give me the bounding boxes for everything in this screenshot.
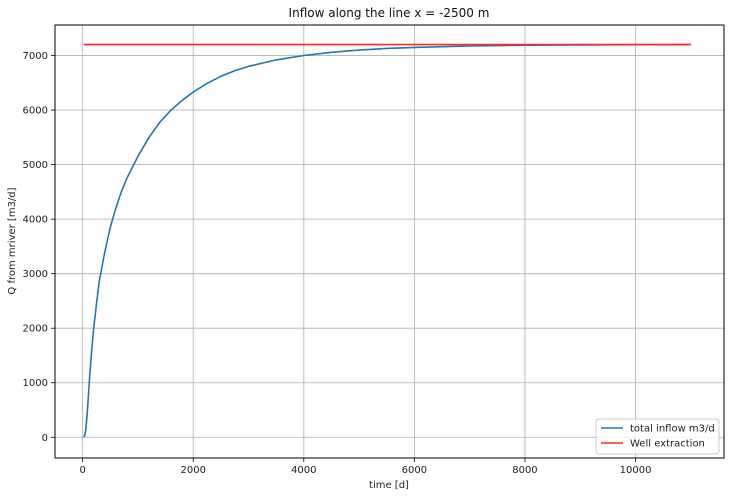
y-tick-label: 0 <box>42 433 48 444</box>
y-tick-label: 3000 <box>23 269 48 280</box>
grid <box>55 25 724 458</box>
y-tick-label: 7000 <box>23 51 48 62</box>
series-line-total-inflow <box>83 43 691 438</box>
x-tick-label: 6000 <box>402 465 427 476</box>
legend-label-total-inflow: total inflow m3/d <box>630 424 715 435</box>
chart-title: Inflow along the line x = -2500 m <box>289 6 490 20</box>
ticks: 0 2000 4000 6000 8000 10000 0 1000 2000 3000 4000 5… <box>23 51 652 476</box>
legend-box <box>595 418 720 455</box>
y-tick-label: 4000 <box>23 215 48 226</box>
x-tick-label: 4000 <box>291 465 316 476</box>
x-axis-label: time [d] <box>369 480 409 491</box>
y-tick-label: 5000 <box>23 160 48 171</box>
x-tick-label: 8000 <box>512 465 537 476</box>
legend-label-well-extraction: Well extraction <box>630 439 705 450</box>
legend: total inflow m3/d Well extraction <box>595 418 720 455</box>
x-tick-label: 10000 <box>620 465 652 476</box>
series-layer <box>83 43 691 438</box>
x-tick-label: 0 <box>79 465 85 476</box>
y-tick-label: 1000 <box>23 378 48 389</box>
plot-area-frame <box>54 24 725 459</box>
y-tick-label: 6000 <box>23 106 48 117</box>
y-axis-label: Q from mriver [m3/d] <box>7 187 18 294</box>
x-tick-label: 2000 <box>180 465 205 476</box>
y-tick-label: 2000 <box>23 324 48 335</box>
